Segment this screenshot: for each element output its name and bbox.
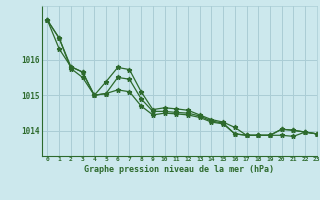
X-axis label: Graphe pression niveau de la mer (hPa): Graphe pression niveau de la mer (hPa): [84, 165, 274, 174]
